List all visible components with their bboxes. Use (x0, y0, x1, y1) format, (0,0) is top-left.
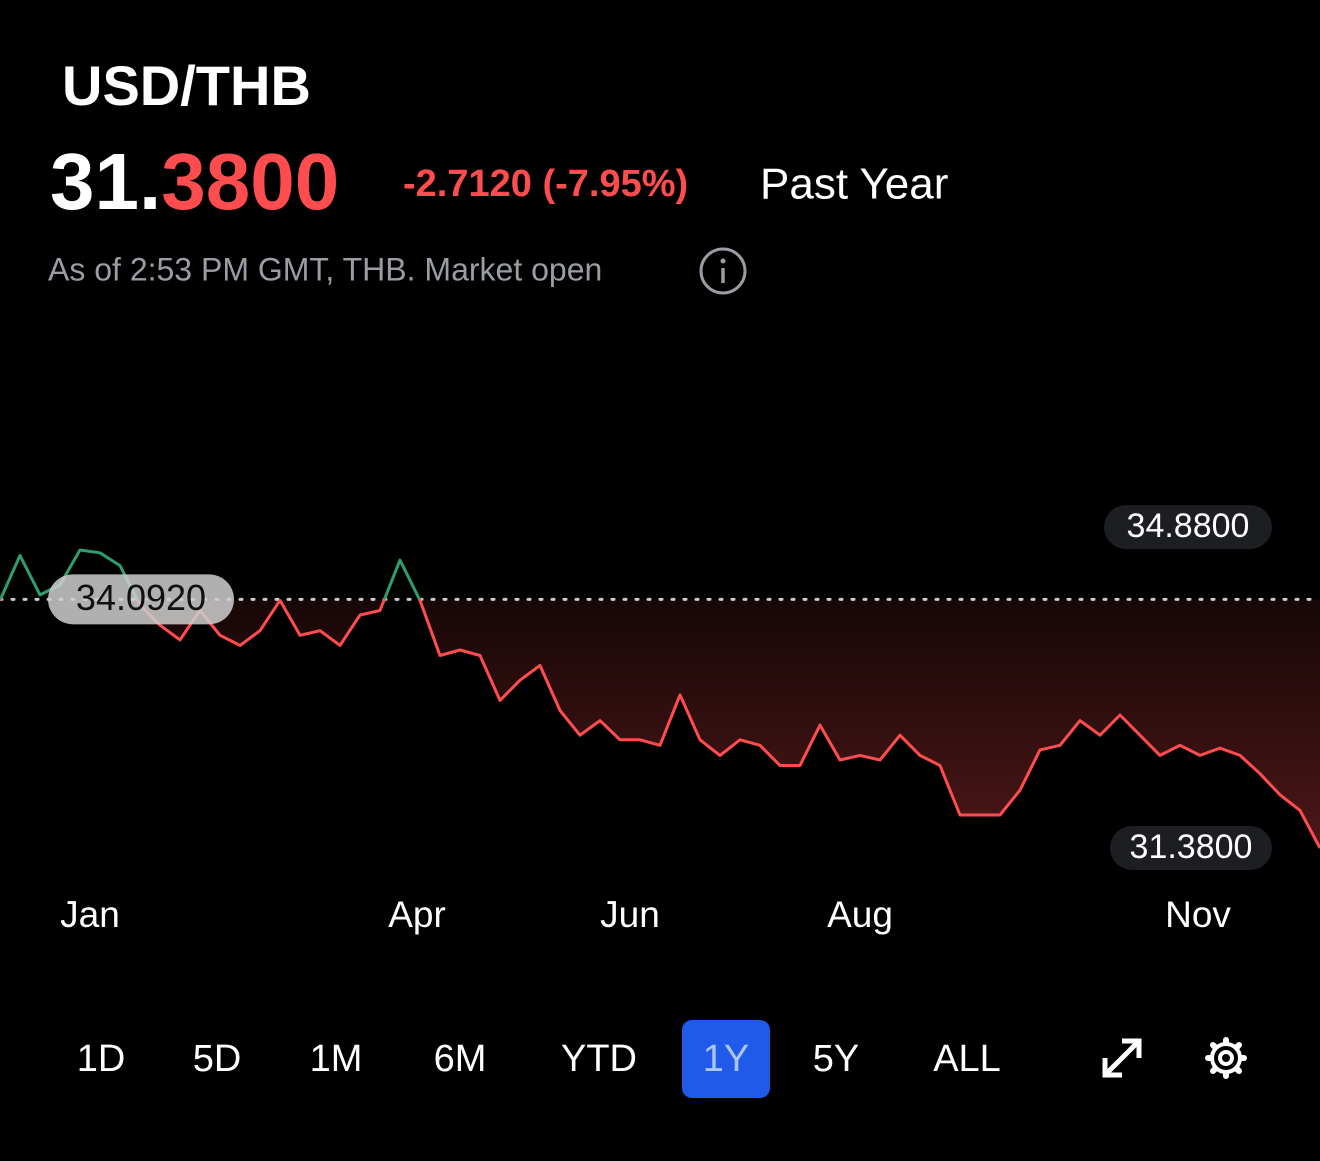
area (0, 599, 1320, 848)
change: -2.7120 (-7.95%) (403, 163, 688, 205)
range-button-bg[interactable] (682, 1020, 770, 1098)
line-down (0, 599, 1320, 849)
title: USD/THB (62, 54, 311, 117)
price-dec: 3800 (161, 137, 339, 226)
range-button[interactable]: 1M (310, 1038, 363, 1080)
baseline-label: 34.0920 (76, 577, 206, 618)
range-button[interactable]: 6M (434, 1038, 487, 1080)
y-tick-label: 31.3800 (1130, 828, 1253, 866)
price: 31.3800 (50, 137, 339, 226)
x-tick-label: Jan (60, 894, 120, 935)
settings-icon[interactable] (1205, 1037, 1247, 1079)
x-tick-label: Apr (388, 894, 446, 935)
expand-icon[interactable] (1102, 1038, 1142, 1078)
x-tick-label: Nov (1165, 894, 1231, 935)
y-tick-pill (1110, 826, 1272, 870)
status: As of 2:53 PM GMT, THB. Market open (48, 251, 602, 287)
x-tick-label: Aug (827, 894, 893, 935)
period: Past Year (760, 160, 948, 209)
info-icon[interactable] (699, 247, 747, 295)
range-button[interactable]: ALL (933, 1038, 1001, 1080)
range-button[interactable]: 1D (77, 1038, 126, 1080)
range-button[interactable]: 5D (193, 1038, 242, 1080)
x-tick-label: Jun (600, 894, 660, 935)
range-button[interactable]: YTD (561, 1038, 637, 1080)
price-int: 31. (50, 137, 161, 226)
y-tick-pill (1104, 505, 1272, 550)
range-button[interactable]: 5Y (813, 1038, 859, 1080)
baseline-pill (48, 574, 234, 625)
range-button[interactable]: 1Y (703, 1038, 749, 1080)
y-tick-label: 34.8800 (1127, 507, 1250, 545)
